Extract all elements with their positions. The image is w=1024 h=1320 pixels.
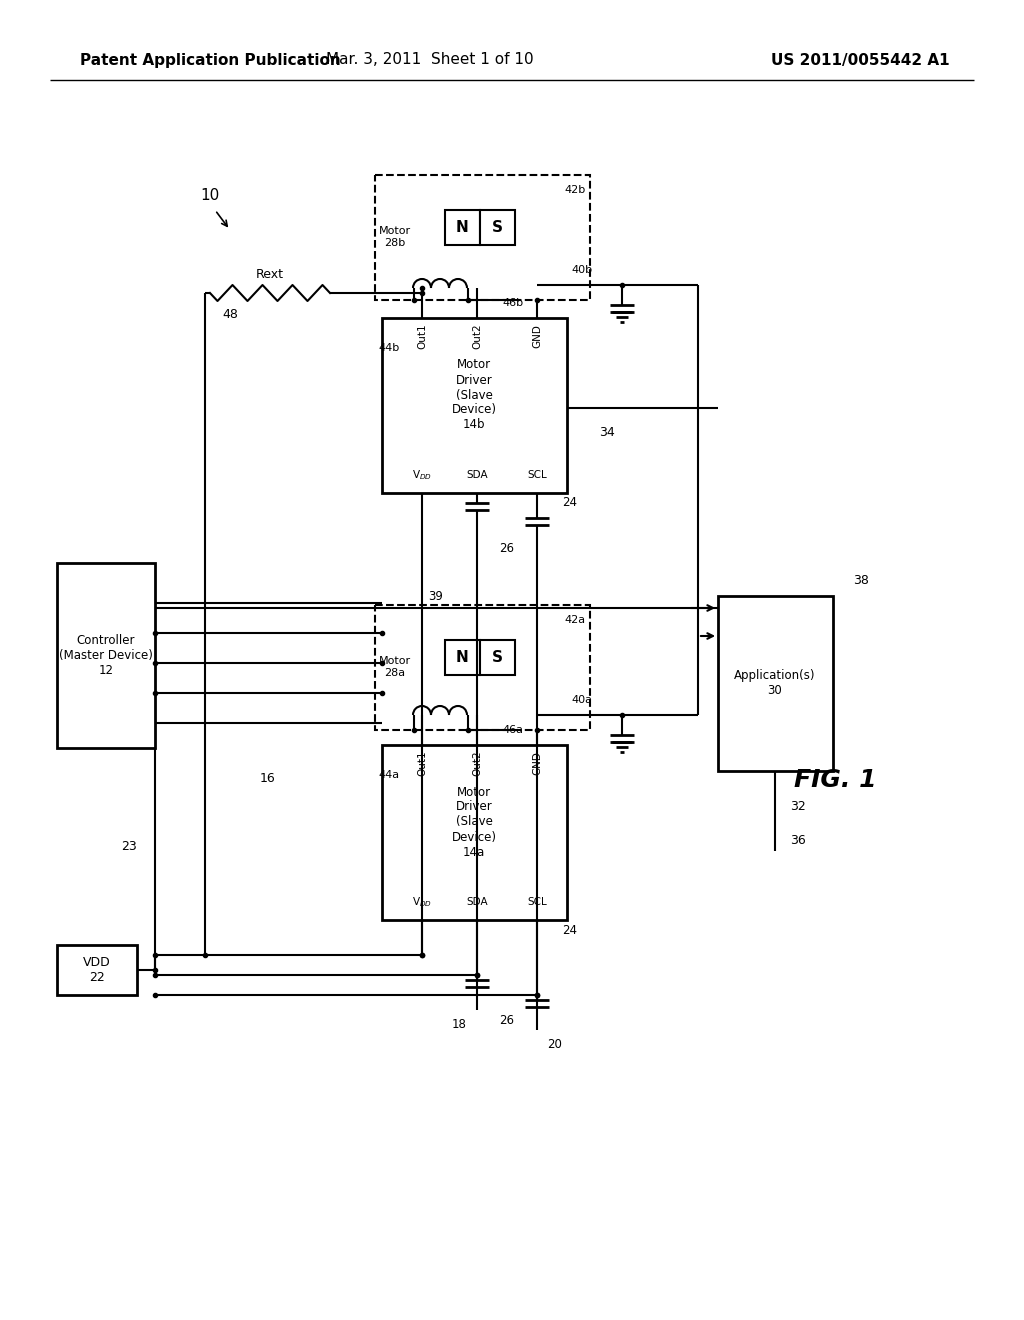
- Text: Rext: Rext: [256, 268, 284, 281]
- Text: V$_{DD}$: V$_{DD}$: [412, 895, 432, 909]
- Text: Mar. 3, 2011  Sheet 1 of 10: Mar. 3, 2011 Sheet 1 of 10: [327, 53, 534, 67]
- Text: N: N: [456, 649, 468, 664]
- Text: Patent Application Publication: Patent Application Publication: [80, 53, 341, 67]
- Text: SDA: SDA: [466, 470, 487, 480]
- Text: Motor
Driver
(Slave
Device)
14b: Motor Driver (Slave Device) 14b: [452, 359, 497, 432]
- Text: Out1: Out1: [417, 750, 427, 776]
- Text: Out2: Out2: [472, 323, 482, 348]
- Text: 38: 38: [853, 574, 869, 587]
- Text: SDA: SDA: [466, 898, 487, 907]
- Text: 40b: 40b: [571, 265, 593, 275]
- Text: 46a: 46a: [502, 725, 523, 735]
- Text: V$_{DD}$: V$_{DD}$: [412, 469, 432, 482]
- Text: 40a: 40a: [571, 696, 593, 705]
- Text: 10: 10: [201, 187, 219, 202]
- Text: Out1: Out1: [417, 323, 427, 348]
- Text: N: N: [456, 219, 468, 235]
- Text: 36: 36: [790, 834, 806, 847]
- Text: 24: 24: [562, 924, 577, 936]
- Text: 42b: 42b: [564, 185, 586, 195]
- Text: US 2011/0055442 A1: US 2011/0055442 A1: [771, 53, 950, 67]
- Text: Motor
28b: Motor 28b: [379, 226, 411, 248]
- Text: 44a: 44a: [379, 770, 400, 780]
- Text: Motor
28a: Motor 28a: [379, 656, 411, 677]
- Bar: [382, 318, 567, 492]
- Text: 46b: 46b: [502, 298, 523, 308]
- Text: Application(s)
30: Application(s) 30: [734, 669, 816, 697]
- Text: 18: 18: [452, 1019, 467, 1031]
- Bar: [57, 564, 155, 748]
- Bar: [57, 945, 137, 995]
- Text: 44b: 44b: [379, 343, 400, 352]
- Text: 26: 26: [500, 541, 514, 554]
- Bar: [382, 744, 567, 920]
- Bar: [445, 210, 480, 246]
- Text: VDD
22: VDD 22: [83, 956, 111, 983]
- Bar: [445, 640, 480, 675]
- Text: S: S: [492, 649, 503, 664]
- Text: 32: 32: [790, 800, 806, 813]
- Text: GND: GND: [532, 325, 542, 348]
- Text: Controller
(Master Device)
12: Controller (Master Device) 12: [59, 634, 153, 676]
- Bar: [375, 605, 590, 730]
- Bar: [718, 597, 833, 771]
- Bar: [480, 210, 515, 246]
- Text: 34: 34: [599, 426, 614, 440]
- Text: Out2: Out2: [472, 750, 482, 776]
- Text: 26: 26: [500, 1014, 514, 1027]
- Text: 39: 39: [429, 590, 443, 602]
- Text: GND: GND: [532, 751, 542, 775]
- Text: FIG. 1: FIG. 1: [794, 768, 877, 792]
- Text: SCL: SCL: [527, 898, 547, 907]
- Bar: [375, 176, 590, 300]
- Text: Motor
Driver
(Slave
Device)
14a: Motor Driver (Slave Device) 14a: [452, 785, 497, 858]
- Text: 16: 16: [260, 771, 275, 784]
- Text: 20: 20: [548, 1039, 562, 1052]
- Text: SCL: SCL: [527, 470, 547, 480]
- Text: 23: 23: [121, 840, 137, 853]
- Text: 24: 24: [562, 496, 577, 510]
- Text: 48: 48: [222, 309, 238, 322]
- Bar: [480, 640, 515, 675]
- Text: S: S: [492, 219, 503, 235]
- Text: 42a: 42a: [564, 615, 586, 624]
